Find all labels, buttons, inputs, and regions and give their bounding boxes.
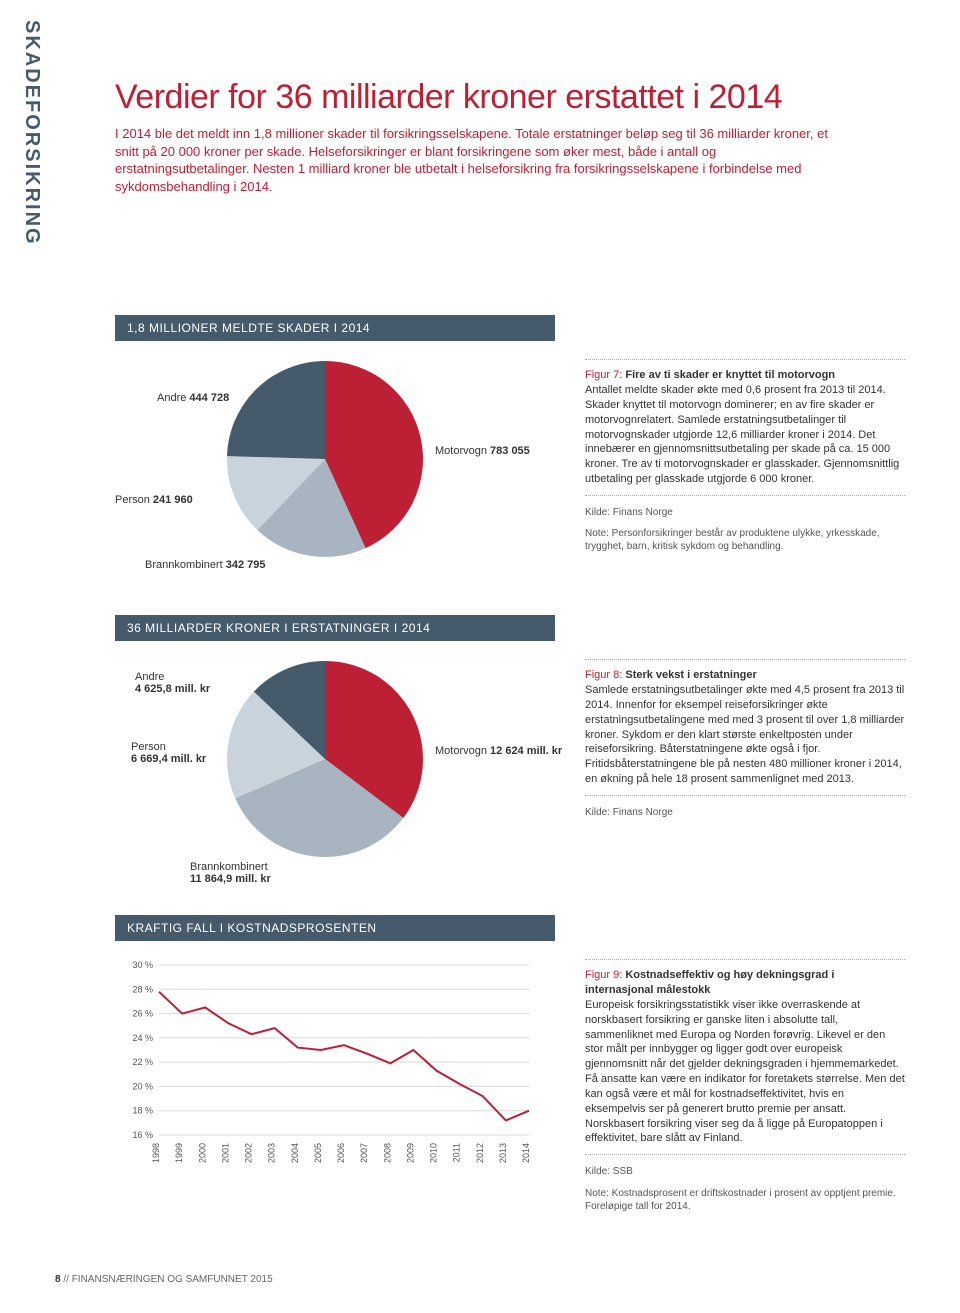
footer-title: FINANSNÆRINGEN OG SAMFUNNET 2015	[72, 1274, 273, 1285]
figure7-body: Antallet meldte skader økte med 0,6 pros…	[585, 383, 905, 487]
cost-ratio-line	[159, 992, 529, 1121]
line-chart-cost-ratio: 16 % 18 % 20 % 22 % 24 % 26 % 28 % 30 % 1998 1999…	[115, 959, 555, 1219]
figure8-body: Samlede erstatningsutbetalinger økte med…	[585, 683, 905, 787]
pie-label-andre: Andre 444 728	[157, 392, 229, 404]
page-content: Verdier for 36 milliarder kroner erstatt…	[115, 78, 910, 1229]
section2-title-bar: 36 MILLIARDER KRONER I ERSTATNINGER I 20…	[115, 615, 555, 641]
svg-text:30 %: 30 %	[132, 960, 153, 970]
svg-text:2006: 2006	[336, 1143, 346, 1163]
svg-text:2002: 2002	[244, 1143, 254, 1163]
figure7-title: Fire av ti skader er knyttet til motorvo…	[622, 369, 835, 381]
section3-chart-col: 16 % 18 % 20 % 22 % 24 % 26 % 28 % 30 % 1998 1999…	[115, 959, 555, 1219]
figure7-source: Kilde: Finans Norge	[585, 506, 905, 520]
svg-text:2003: 2003	[267, 1143, 277, 1163]
figure7-box: Figur 7: Fire av ti skader er knyttet ti…	[585, 359, 905, 496]
figure8-label: Figur 8:	[585, 669, 622, 681]
section1-row: Motorvogn 783 055 Brannkombinert 342 795 P…	[115, 359, 910, 579]
svg-text:2013: 2013	[498, 1143, 508, 1163]
svg-text:18 %: 18 %	[132, 1106, 153, 1116]
svg-text:2014: 2014	[521, 1143, 531, 1163]
section2-text-col: Figur 8: Sterk vekst i erstatninger Saml…	[585, 659, 905, 859]
pie-label-motorvogn: Motorvogn 783 055	[435, 445, 530, 457]
figure8-source: Kilde: Finans Norge	[585, 806, 905, 820]
figure7-label: Figur 7:	[585, 369, 622, 381]
section2-row: Motorvogn 12 624 mill. kr Person6 669,4 m…	[115, 659, 910, 859]
svg-text:2004: 2004	[290, 1143, 300, 1163]
section1-text-col: Figur 7: Fire av ti skader er knyttet ti…	[585, 359, 905, 579]
pie-chart-claims: Motorvogn 783 055 Brannkombinert 342 795 P…	[115, 359, 555, 579]
svg-text:22 %: 22 %	[132, 1057, 153, 1067]
svg-text:1998: 1998	[151, 1143, 161, 1163]
svg-text:2001: 2001	[220, 1143, 230, 1163]
pie-label-motorvogn: Motorvogn 12 624 mill. kr	[435, 745, 562, 757]
svg-text:26 %: 26 %	[132, 1009, 153, 1019]
pie-label-andre: Andre 4 625,8 mill. kr	[135, 671, 210, 695]
svg-text:28 %: 28 %	[132, 984, 153, 994]
svg-text:2011: 2011	[452, 1143, 462, 1162]
svg-text:2008: 2008	[382, 1143, 392, 1163]
footer-sep: //	[61, 1274, 72, 1285]
figure9-body: Europeisk forsikringsstatistikk viser ik…	[585, 998, 905, 1146]
svg-text:1999: 1999	[174, 1143, 184, 1163]
svg-text:2000: 2000	[197, 1143, 207, 1163]
figure9-note: Note: Kostnadsprosent er driftskostnader…	[585, 1187, 905, 1213]
section3-row: 16 % 18 % 20 % 22 % 24 % 26 % 28 % 30 % 1998 1999…	[115, 959, 910, 1219]
section1-chart-col: Motorvogn 783 055 Brannkombinert 342 795 P…	[115, 359, 555, 579]
figure8-title: Sterk vekst i erstatninger	[622, 669, 757, 681]
section2-chart-col: Motorvogn 12 624 mill. krPerson6 669,4 m…	[115, 659, 555, 859]
svg-text:24 %: 24 %	[132, 1033, 153, 1043]
section3-title-bar: KRAFTIG FALL I KOSTNADSPROSENTEN	[115, 915, 555, 941]
side-tab-label: SKADEFORSIKRING	[20, 20, 43, 246]
figure9-label: Figur 9:	[585, 969, 622, 981]
figure7-note: Note: Personforsikringer består av produ…	[585, 527, 905, 553]
pie-label-person: Person6 669,4 mill. kr	[131, 741, 206, 765]
intro-paragraph: I 2014 ble det meldt inn 1,8 millioner s…	[115, 125, 835, 195]
svg-text:2009: 2009	[405, 1143, 415, 1163]
svg-text:2005: 2005	[313, 1143, 323, 1163]
svg-text:2007: 2007	[359, 1143, 369, 1163]
figure8-box: Figur 8: Sterk vekst i erstatninger Saml…	[585, 659, 905, 796]
svg-text:2012: 2012	[475, 1143, 485, 1163]
pie-slice-andre	[227, 361, 325, 459]
pie-chart-compensation: Motorvogn 12 624 mill. krPerson6 669,4 m…	[115, 659, 555, 859]
svg-text:20 %: 20 %	[132, 1082, 153, 1092]
section3-text-col: Figur 9: Kostnadseffektiv og høy dekning…	[585, 959, 905, 1219]
page-title: Verdier for 36 milliarder kroner erstatt…	[115, 78, 910, 117]
svg-text:16 %: 16 %	[132, 1130, 153, 1140]
figure9-source: Kilde: SSB	[585, 1165, 905, 1179]
pie-label-person: Person 241 960	[115, 494, 193, 506]
svg-text:2010: 2010	[429, 1143, 439, 1163]
figure9-box: Figur 9: Kostnadseffektiv og høy dekning…	[585, 959, 905, 1155]
pie-label-brannkombinert: Brannkombinert 342 795	[145, 559, 265, 571]
pie2-brannkombinert-label-below: Brannkombinert11 864,9 mill. kr	[190, 861, 910, 885]
section1-title-bar: 1,8 MILLIONER MELDTE SKADER I 2014	[115, 315, 555, 341]
page-footer: 8 // FINANSNÆRINGEN OG SAMFUNNET 2015	[55, 1274, 273, 1285]
figure9-title: Kostnadseffektiv og høy dekningsgrad i i…	[585, 969, 834, 996]
